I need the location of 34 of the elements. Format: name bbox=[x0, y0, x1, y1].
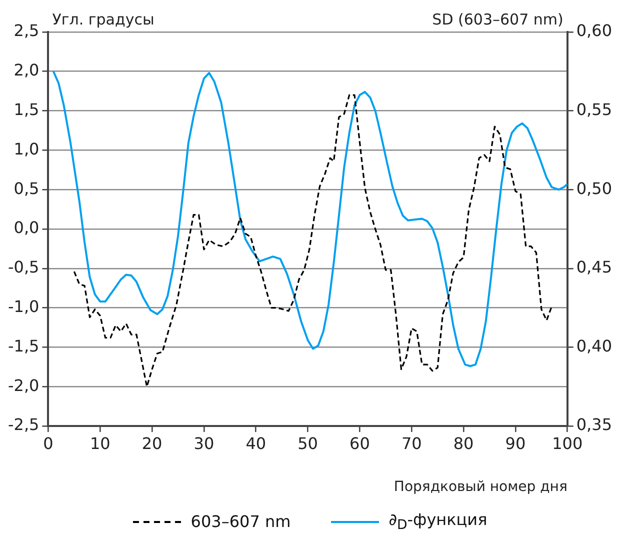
y-tick-label: 0,0 bbox=[14, 218, 40, 238]
y2-tick-label: 0,60 bbox=[576, 21, 612, 40]
x-tick-label: 10 bbox=[90, 434, 110, 453]
y-tick-label: -2,5 bbox=[8, 415, 40, 434]
x-axis-title: Порядковый номер дня bbox=[394, 479, 568, 496]
x-tick-label: 70 bbox=[401, 434, 422, 453]
y-axis-title: Угл. градусы bbox=[52, 10, 154, 28]
legend-label: 603–607 nm bbox=[190, 512, 291, 532]
y-tick-label: 2,5 bbox=[14, 21, 40, 40]
y2-axis-title: SD (603–607 nm) bbox=[432, 10, 564, 28]
y-tick-label: -1,5 bbox=[8, 336, 40, 356]
x-tick-label: 40 bbox=[246, 434, 266, 453]
line-series bbox=[73, 94, 553, 388]
x-tick-label: 100 bbox=[552, 434, 583, 453]
x-tick-label: 0 bbox=[43, 434, 54, 453]
y-tick-label: -0,5 bbox=[8, 258, 40, 277]
y2-tick-label: 0,40 bbox=[576, 336, 612, 356]
y2-tick-label: 0,55 bbox=[576, 100, 612, 119]
y-tick-label: 2,0 bbox=[14, 60, 40, 80]
y2-tick-label: 0,50 bbox=[576, 178, 612, 198]
x-tick-label: 60 bbox=[350, 434, 370, 453]
x-tick-label: 30 bbox=[194, 434, 214, 453]
y-tick-label: -1,0 bbox=[8, 296, 40, 316]
x-tick-label: 20 bbox=[142, 434, 162, 453]
y-tick-label: 1,5 bbox=[14, 100, 40, 119]
y-tick-label: 0,5 bbox=[14, 178, 40, 198]
y2-tick-label: 0,45 bbox=[576, 258, 612, 277]
x-tick-label: 90 bbox=[505, 434, 526, 453]
y-tick-label: -2,0 bbox=[8, 376, 40, 395]
x-tick-label: 80 bbox=[453, 434, 474, 453]
y2-tick-label: 0,35 bbox=[576, 415, 612, 434]
x-tick-label: 50 bbox=[298, 434, 318, 453]
y-tick-label: 1,0 bbox=[14, 139, 40, 158]
legend-label: ∂$_{D}$-функция bbox=[388, 510, 488, 534]
